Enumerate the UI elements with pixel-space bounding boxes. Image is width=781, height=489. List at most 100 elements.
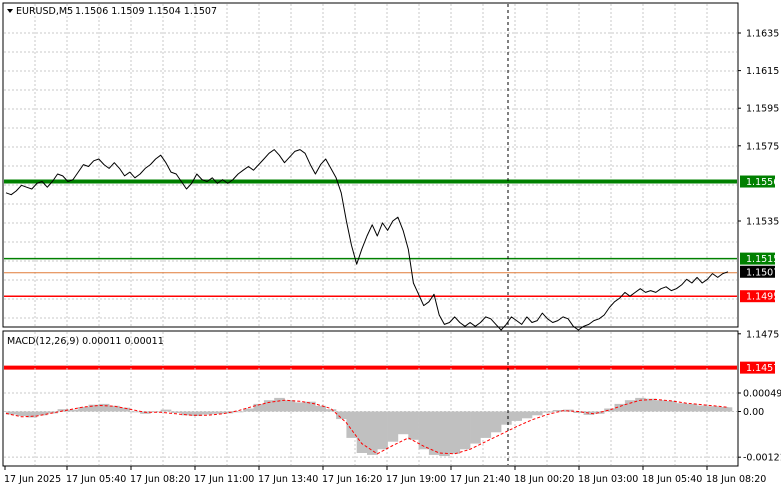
price-tick-label: 1.1475 <box>746 329 779 340</box>
macd-bar <box>325 409 337 412</box>
macd-histogram <box>6 397 733 457</box>
time-tick-label: 17 Jun 21:40 <box>450 474 510 485</box>
level-badge-1.1556-bg <box>740 175 775 188</box>
macd-bar <box>67 409 79 412</box>
macd-bar <box>655 400 667 412</box>
macd-bar <box>614 403 626 412</box>
macd-bar <box>428 411 440 455</box>
macd-bar <box>16 411 27 416</box>
macd-axis: 0.00049 0.00 -0.00121 <box>738 389 781 464</box>
macd-bar <box>542 411 553 413</box>
macd-bar <box>119 407 131 412</box>
symbol-label: EURUSD,M5 <box>16 6 73 17</box>
macd-bar <box>88 404 100 412</box>
macd-bar <box>367 411 378 455</box>
time-tick-label: 18 Jun 00:20 <box>514 474 574 485</box>
macd-bar <box>263 400 275 412</box>
macd-bar <box>439 411 450 457</box>
macd-signal-group <box>5 398 729 455</box>
macd-bar <box>346 411 357 438</box>
macd-bar <box>202 411 213 415</box>
macd-bar <box>459 411 471 450</box>
macd-bar <box>109 405 120 412</box>
level-badge-1.1457-bg <box>740 361 775 374</box>
price-tick-label: 1.1635 <box>746 29 779 40</box>
price-series-line <box>5 149 729 331</box>
level-badge-1.1515-bg <box>740 252 775 265</box>
macd-bar <box>480 411 492 438</box>
macd-bar <box>728 407 733 412</box>
time-tick-label: 17 Jun 2025 <box>4 474 61 485</box>
macd-panel-frame <box>2 330 739 467</box>
macd-bar <box>717 407 729 412</box>
macd-bar <box>284 400 296 412</box>
macd-bar <box>490 411 502 433</box>
macd-bar <box>243 408 254 412</box>
macd-bar <box>697 405 708 412</box>
macd-bar <box>624 400 636 412</box>
macd-bar <box>6 411 17 415</box>
time-tick-label: 18 Jun 08:20 <box>706 474 766 485</box>
macd-bar <box>604 408 615 412</box>
macd-bar <box>171 411 182 413</box>
macd-bar <box>78 407 89 412</box>
macd-bar <box>181 411 192 416</box>
macd-bar <box>645 398 657 412</box>
price-axis: 1.1635 1.1615 1.1595 1.1575 1.1535 1.1475 <box>738 29 779 340</box>
time-tick-label: 17 Jun 19:00 <box>386 474 446 485</box>
price-tick-label: 1.1615 <box>746 66 779 77</box>
ohlc-values: 1.1506 1.1509 1.1504 1.1507 <box>75 6 217 17</box>
macd-bar <box>222 411 234 414</box>
macd-bar <box>26 411 38 418</box>
macd-tick-label: 0.00049 <box>743 389 781 400</box>
price-tick-label: 1.1535 <box>746 217 779 228</box>
macd-bar <box>501 411 512 425</box>
time-tick-label: 17 Jun 16:20 <box>322 474 382 485</box>
macd-bar <box>532 411 543 416</box>
level-badge-1.1495-bg <box>740 290 775 303</box>
macd-bar <box>160 409 172 412</box>
macd-bar <box>573 411 584 413</box>
macd-bar <box>191 411 203 416</box>
price-tick-label: 1.1595 <box>746 104 779 115</box>
macd-bar <box>377 411 388 450</box>
macd-bar <box>212 411 223 414</box>
macd-bar <box>57 409 69 412</box>
macd-bar <box>707 406 718 412</box>
macd-bar <box>449 411 461 454</box>
macd-bar <box>336 411 347 420</box>
level-badge-1.1556: 1.1556 <box>746 177 779 188</box>
price-panel: 1.1635 1.1615 1.1595 1.1575 1.1535 1.1475 1.1… <box>2 2 779 374</box>
macd-bar <box>232 411 244 413</box>
price-line-group <box>5 149 729 331</box>
level-badge-1.1457: 1.1457 <box>746 363 779 374</box>
time-tick-label: 17 Jun 05:40 <box>66 474 126 485</box>
macd-bar <box>98 403 110 412</box>
price-tick-label: 1.1575 <box>746 141 779 152</box>
current-price-badge: 1.1507 <box>746 267 779 278</box>
macd-bar <box>521 411 533 419</box>
macd-bar <box>274 397 285 412</box>
current-price-badge-bg <box>740 265 775 278</box>
macd-bar <box>47 411 58 414</box>
chart-header[interactable]: EURUSD,M5 1.1506 1.1509 1.1504 1.1507 <box>7 6 217 17</box>
time-tick-label: 18 Jun 03:00 <box>578 474 638 485</box>
time-axis: 17 Jun 2025 17 Jun 05:40 17 Jun 08:20 17 Ju… <box>4 466 766 485</box>
time-tick-label: 17 Jun 08:20 <box>130 474 190 485</box>
macd-bar <box>36 411 48 416</box>
macd-bar <box>315 405 326 412</box>
macd-bar <box>305 401 316 412</box>
macd-bar <box>593 411 605 414</box>
macd-title: MACD(12,26,9) 0.00011 0.00011 <box>7 336 164 347</box>
time-tick-label: 18 Jun 05:40 <box>642 474 702 485</box>
macd-bar <box>635 397 646 412</box>
macd-bar <box>552 410 564 412</box>
dropdown-triangle-icon[interactable] <box>7 9 13 13</box>
time-tick-label: 17 Jun 11:00 <box>194 474 254 485</box>
macd-bar <box>511 411 522 421</box>
macd-bar <box>686 403 698 412</box>
level-badges: 1.1556 1.1515 1.1495 1.1457 1.1507 <box>740 175 779 374</box>
macd-bar <box>676 403 687 412</box>
macd-bar <box>253 403 265 412</box>
